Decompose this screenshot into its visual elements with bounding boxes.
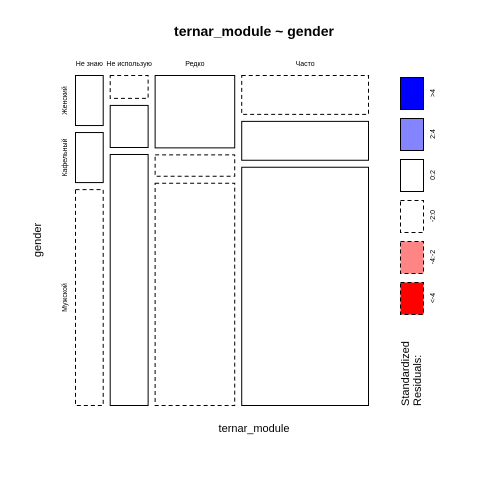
legend-label: <-4 bbox=[430, 293, 437, 303]
mosaic-tile bbox=[154, 154, 236, 177]
legend-label: -2:0 bbox=[430, 210, 437, 222]
y-axis-label: gender bbox=[32, 223, 44, 258]
legend-swatch bbox=[400, 241, 424, 274]
legend-label: 2:4 bbox=[430, 129, 437, 139]
x-category-label: Не использую bbox=[106, 61, 151, 68]
mosaic-tile bbox=[109, 75, 149, 99]
y-category-label: Женский bbox=[61, 86, 69, 115]
mosaic-tile bbox=[154, 182, 236, 406]
mosaic-tile bbox=[241, 166, 370, 406]
mosaic-tiles bbox=[75, 75, 370, 406]
legend-title-line-1: Standardized bbox=[400, 341, 412, 406]
legend-label: >4 bbox=[430, 89, 437, 97]
y-category-label: Мужской bbox=[61, 283, 69, 312]
legend-swatch bbox=[400, 118, 424, 151]
y-category-label: Кафельный bbox=[61, 139, 69, 177]
legend-items: >4 2:4 0:2 -2:0 -4:-2 <-4 bbox=[400, 77, 437, 315]
mosaic-tile bbox=[154, 75, 236, 149]
x-axis-label: ternar_module bbox=[219, 423, 290, 435]
legend-label: -4:-2 bbox=[430, 250, 437, 265]
legend: >4 2:4 0:2 -2:0 -4:-2 <-4 Standardized Residu… bbox=[400, 77, 437, 406]
legend-swatch bbox=[400, 200, 424, 233]
y-category-labels: Женский Кафельный Мужской bbox=[61, 86, 69, 312]
x-category-labels: Не знаю Не использую Редко Часто bbox=[76, 61, 315, 68]
x-category-label: Не знаю bbox=[76, 61, 103, 68]
legend-swatch bbox=[400, 77, 424, 110]
legend-swatch bbox=[400, 159, 424, 192]
mosaic-tile bbox=[109, 104, 149, 148]
legend-label: 0:2 bbox=[430, 170, 437, 180]
mosaic-tile bbox=[75, 75, 104, 127]
x-category-label: Часто bbox=[296, 61, 315, 68]
mosaic-tile bbox=[241, 120, 370, 161]
mosaic-tile bbox=[75, 132, 104, 184]
legend-title-line-2: Residuals: bbox=[412, 355, 424, 406]
legend-swatch bbox=[400, 282, 424, 315]
mosaic-tile bbox=[109, 153, 149, 406]
mosaic-tile bbox=[75, 189, 104, 406]
x-category-label: Редко bbox=[185, 61, 204, 68]
mosaic-tile bbox=[241, 75, 370, 115]
chart-title: ternar_module ~ gender bbox=[174, 23, 334, 39]
